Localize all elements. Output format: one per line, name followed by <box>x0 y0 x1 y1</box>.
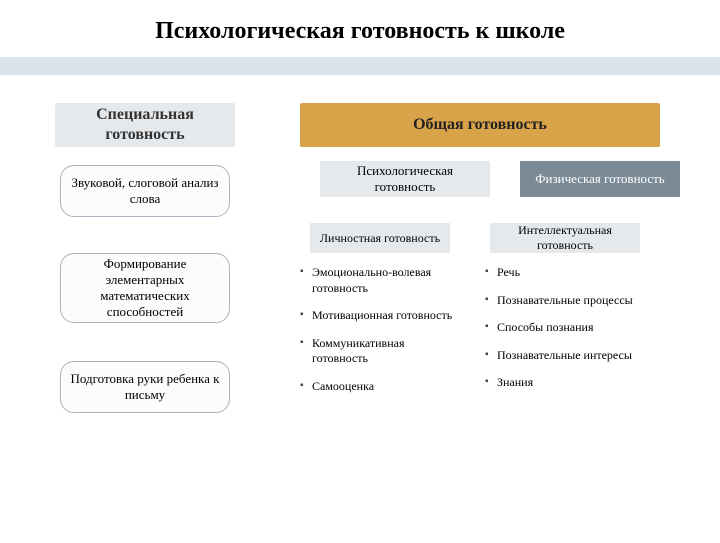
personal-list: Эмоционально-волевая готовность Мотиваци… <box>300 265 460 407</box>
intellect-item: Речь <box>485 265 655 281</box>
general-readiness-label: Общая готовность <box>413 115 547 135</box>
personal-readiness-box: Личностная готовность <box>310 223 450 253</box>
left-item-sound: Звуковой, слоговой анализ слова <box>60 165 230 217</box>
psych-readiness-label: Психологическая готовность <box>326 163 484 196</box>
personal-readiness-label: Личностная готовность <box>320 231 440 246</box>
intellect-readiness-label: Интеллектуальная готовность <box>496 223 634 253</box>
left-item-writing: Подготовка руки ребенка к письму <box>60 361 230 413</box>
intellect-item: Способы познания <box>485 320 655 336</box>
intellect-list: Речь Познавательные процессы Способы поз… <box>485 265 655 403</box>
left-item-sound-label: Звуковой, слоговой анализ слова <box>67 175 223 208</box>
personal-item: Эмоционально-волевая готовность <box>300 265 460 296</box>
special-readiness-header: Специальная готовность <box>55 103 235 147</box>
intellect-item: Познавательные интересы <box>485 348 655 364</box>
page-title: Психологическая готовность к школе <box>0 0 720 57</box>
special-readiness-label: Специальная готовность <box>61 105 229 145</box>
phys-readiness-box: Физическая готовность <box>520 161 680 197</box>
intellect-item: Знания <box>485 375 655 391</box>
diagram-container: Специальная готовность Общая готовность … <box>0 103 720 543</box>
left-item-math: Формирование элементарных математических… <box>60 253 230 323</box>
left-item-writing-label: Подготовка руки ребенка к письму <box>67 371 223 404</box>
phys-readiness-label: Физическая готовность <box>535 171 665 187</box>
divider-stripe <box>0 57 720 75</box>
intellect-item: Познавательные процессы <box>485 293 655 309</box>
psych-readiness-box: Психологическая готовность <box>320 161 490 197</box>
personal-item: Коммуникативная готовность <box>300 336 460 367</box>
general-readiness-header: Общая готовность <box>300 103 660 147</box>
personal-item: Самооценка <box>300 379 460 395</box>
intellect-readiness-box: Интеллектуальная готовность <box>490 223 640 253</box>
personal-item: Мотивационная готовность <box>300 308 460 324</box>
left-item-math-label: Формирование элементарных математических… <box>67 256 223 321</box>
